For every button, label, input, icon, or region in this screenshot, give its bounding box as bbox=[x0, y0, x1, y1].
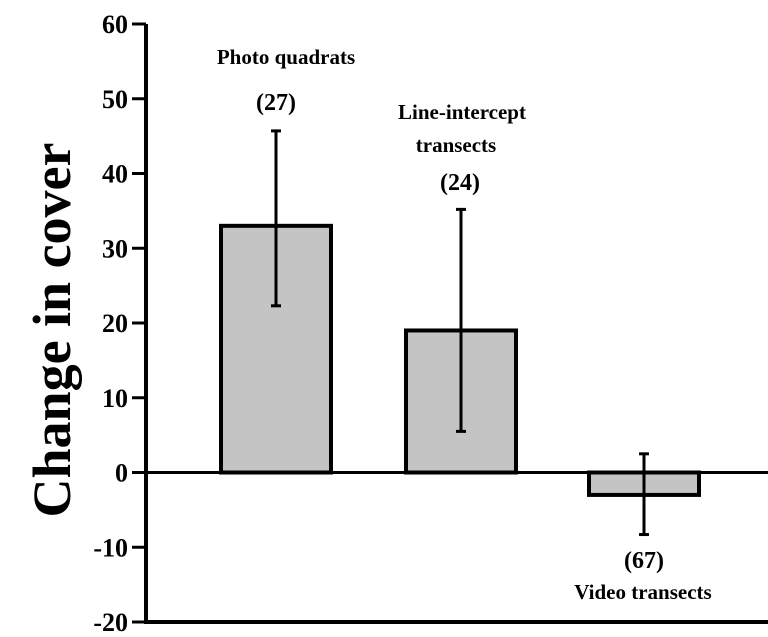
y-tick-label: 40 bbox=[102, 160, 128, 189]
y-tick-label: 20 bbox=[102, 309, 128, 338]
sample-size-label: (24) bbox=[440, 170, 480, 196]
sample-size-label: (67) bbox=[624, 548, 664, 574]
y-axis-label: Change in cover bbox=[22, 143, 82, 518]
y-tick-label: -10 bbox=[93, 533, 128, 562]
y-tick-label: 60 bbox=[102, 10, 128, 39]
category-label: Photo quadrats bbox=[217, 45, 355, 69]
y-tick-label: 50 bbox=[102, 85, 128, 114]
y-tick-label: 10 bbox=[102, 384, 128, 413]
y-tick-label: -20 bbox=[93, 608, 128, 637]
y-tick-label: 0 bbox=[115, 459, 128, 488]
sample-size-label: (27) bbox=[256, 90, 296, 116]
category-label: Video transects bbox=[574, 580, 711, 604]
category-label: Line-intercept bbox=[398, 100, 526, 124]
category-label: transects bbox=[416, 133, 496, 157]
y-tick-label: 30 bbox=[102, 234, 128, 263]
